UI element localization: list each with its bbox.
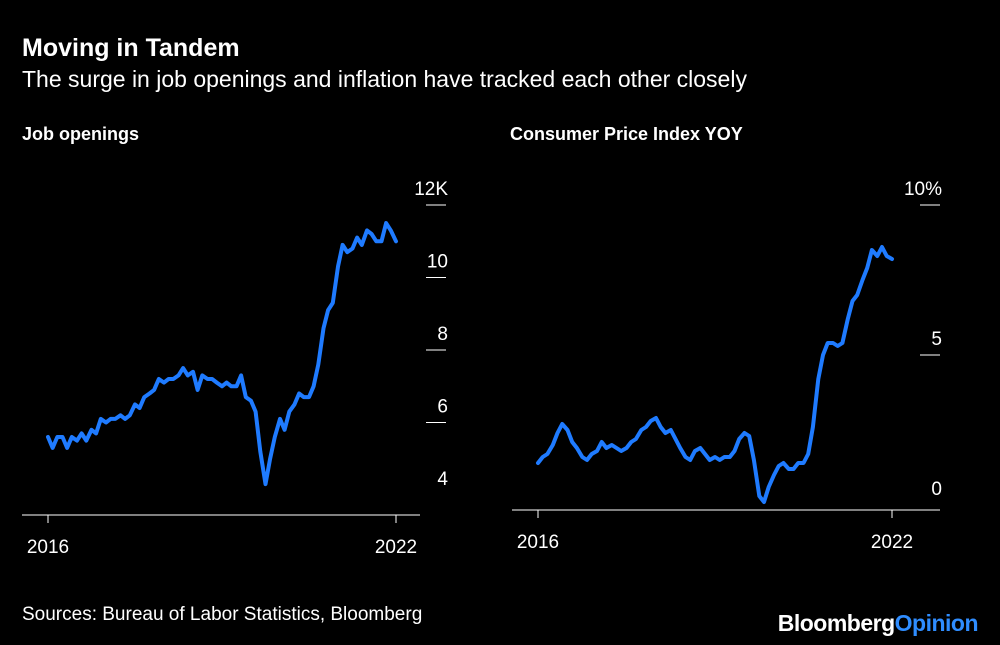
- panel1-ytick-label: 6: [437, 397, 448, 418]
- panel1-ytick-label: 8: [437, 324, 448, 345]
- chart-subtitle: The surge in job openings and inflation …: [22, 66, 747, 92]
- panel2-ytick-label: 10%: [904, 179, 942, 200]
- bloomberg-opinion-logo: BloombergOpinion: [777, 610, 979, 637]
- brand-bloomberg: Bloomberg: [777, 610, 895, 636]
- panel2-ytick-label: 0: [931, 479, 942, 500]
- panel1-ytick-label: 12K: [414, 179, 448, 200]
- panel2-xtick-label: 2022: [871, 532, 913, 553]
- panel1-ytick-label: 10: [427, 252, 448, 273]
- sources-note: Sources: Bureau of Labor Statistics, Blo…: [22, 604, 423, 625]
- panel1-series-line: [46, 221, 398, 487]
- panel2-ytick-label: 5: [931, 329, 942, 350]
- brand-opinion: Opinion: [894, 610, 979, 636]
- panel1-xtick-label: 2022: [375, 537, 417, 558]
- panel2-series-line: [536, 245, 894, 504]
- chart-title: Moving in Tandem: [22, 34, 240, 62]
- panel1-xtick-label: 2016: [27, 537, 69, 558]
- panel2-xtick-label: 2016: [517, 532, 559, 553]
- panel1-ytick-label: 4: [437, 469, 448, 490]
- panel1-title: Job openings: [22, 124, 139, 144]
- panel2-title: Consumer Price Index YOY: [510, 124, 743, 144]
